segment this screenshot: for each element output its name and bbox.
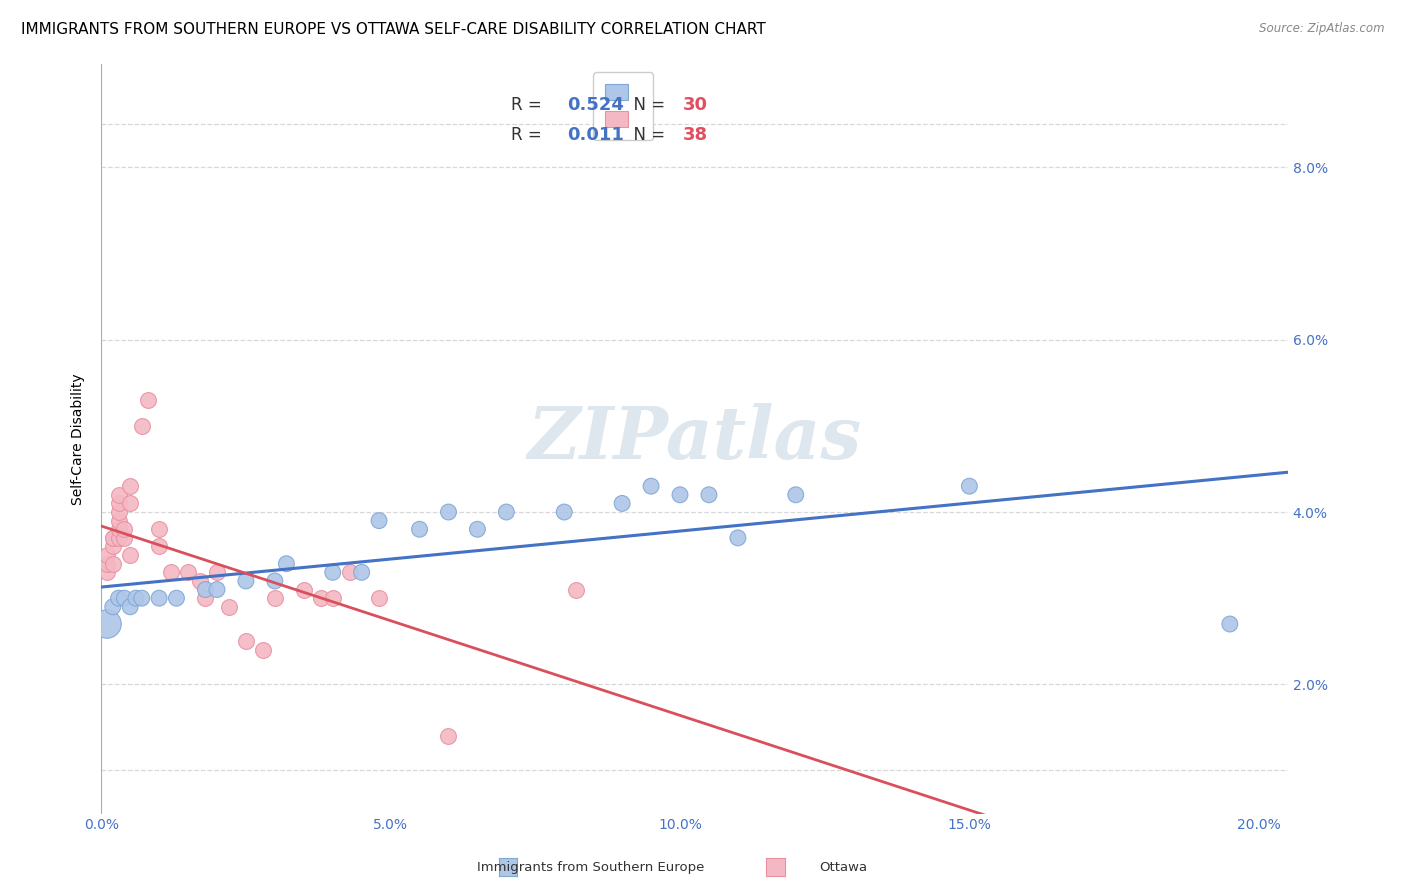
Point: [1219, 617, 1241, 632]
Point: [101, 557, 124, 571]
Point: [697, 488, 720, 502]
Point: [437, 505, 460, 519]
Point: [467, 522, 489, 536]
Text: 30: 30: [682, 96, 707, 114]
Point: [252, 643, 274, 657]
Text: R =: R =: [510, 127, 547, 145]
Point: [96, 617, 118, 632]
Point: [727, 531, 749, 545]
Text: IMMIGRANTS FROM SOUTHERN EUROPE VS OTTAWA SELF-CARE DISABILITY CORRELATION CHART: IMMIGRANTS FROM SOUTHERN EUROPE VS OTTAW…: [21, 22, 766, 37]
Point: [553, 505, 575, 519]
Point: [263, 574, 285, 588]
Point: [148, 540, 170, 554]
Point: [205, 566, 228, 580]
Text: 0.524: 0.524: [568, 96, 624, 114]
Legend: , : ,: [593, 72, 654, 140]
Point: [101, 540, 124, 554]
Text: N =: N =: [623, 96, 671, 114]
Point: [148, 522, 170, 536]
Point: [107, 514, 129, 528]
Point: [309, 591, 332, 606]
Point: [495, 505, 517, 519]
Point: [125, 591, 148, 606]
Point: [408, 522, 430, 536]
Point: [120, 479, 142, 493]
Point: [136, 392, 159, 407]
Point: [218, 599, 240, 614]
Text: ZIPatlas: ZIPatlas: [527, 403, 862, 475]
Text: Source: ZipAtlas.com: Source: ZipAtlas.com: [1260, 22, 1385, 36]
Point: [148, 591, 170, 606]
Point: [112, 591, 135, 606]
Point: [194, 591, 217, 606]
Point: [437, 729, 460, 743]
Text: 0.011: 0.011: [568, 127, 624, 145]
Point: [107, 591, 129, 606]
Point: [112, 522, 135, 536]
Point: [159, 566, 181, 580]
Point: [322, 591, 344, 606]
Point: [235, 634, 257, 648]
Point: [669, 488, 692, 502]
Point: [194, 582, 217, 597]
Point: [368, 591, 391, 606]
Point: [96, 557, 118, 571]
Point: [368, 514, 391, 528]
Point: [166, 591, 188, 606]
Point: [120, 599, 142, 614]
Text: Ottawa: Ottawa: [820, 861, 868, 873]
Point: [957, 479, 980, 493]
Point: [350, 566, 373, 580]
Point: [107, 505, 129, 519]
Point: [96, 548, 118, 562]
Point: [322, 566, 344, 580]
Point: [120, 496, 142, 510]
Y-axis label: Self-Care Disability: Self-Care Disability: [72, 373, 86, 505]
Point: [96, 566, 118, 580]
Point: [177, 566, 200, 580]
Point: [276, 557, 298, 571]
Point: [339, 566, 361, 580]
Point: [107, 531, 129, 545]
Point: [101, 599, 124, 614]
Point: [205, 582, 228, 597]
Text: 38: 38: [682, 127, 707, 145]
Point: [188, 574, 211, 588]
Point: [610, 496, 633, 510]
Point: [131, 418, 153, 433]
Text: N =: N =: [623, 127, 671, 145]
Point: [640, 479, 662, 493]
Point: [120, 548, 142, 562]
Point: [101, 531, 124, 545]
Point: [565, 582, 588, 597]
Point: [785, 488, 807, 502]
Point: [292, 582, 315, 597]
Text: Immigrants from Southern Europe: Immigrants from Southern Europe: [477, 861, 704, 873]
Point: [107, 522, 129, 536]
Point: [107, 488, 129, 502]
Point: [263, 591, 285, 606]
Point: [235, 574, 257, 588]
Point: [107, 496, 129, 510]
Text: R =: R =: [510, 96, 547, 114]
Point: [131, 591, 153, 606]
Point: [112, 531, 135, 545]
Point: [101, 531, 124, 545]
